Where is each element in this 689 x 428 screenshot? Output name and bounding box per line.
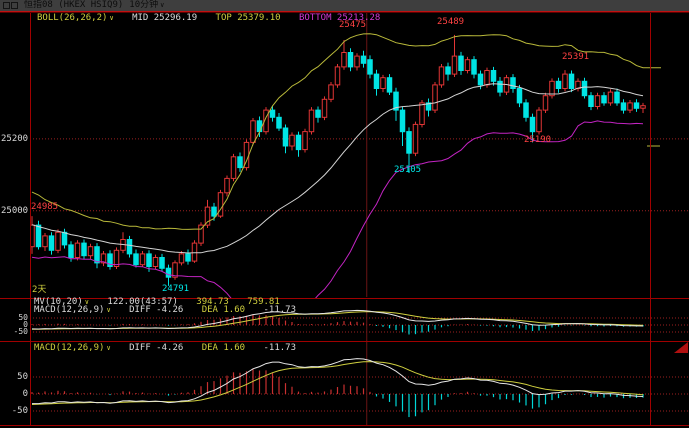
window-icon[interactable] <box>3 2 18 9</box>
instrument-title: 恒指08 (HKEX HSIQ9) <box>24 0 124 10</box>
chevron-down-icon: ∨ <box>160 1 165 9</box>
macd-bottom-pane[interactable] <box>30 342 689 425</box>
interval-selector[interactable]: 10分钟 ∨ <box>129 0 165 10</box>
scroll-indicator-triangle[interactable] <box>674 342 688 353</box>
main-price-pane[interactable] <box>30 13 689 324</box>
title-bar: 恒指08 (HKEX HSIQ9) 10分钟 ∨ <box>0 0 689 11</box>
macd-mid-pane[interactable] <box>30 300 689 341</box>
pane-borders <box>0 11 689 426</box>
